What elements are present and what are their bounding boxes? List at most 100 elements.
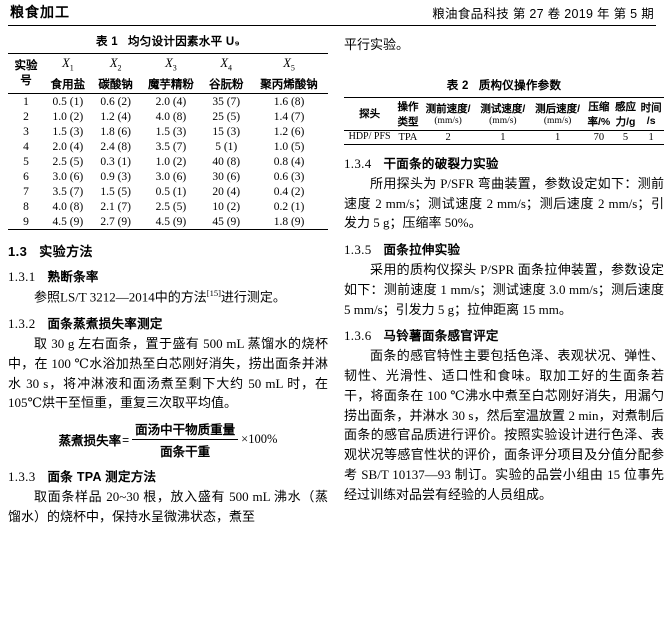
cell-x4: 35 (7): [212, 95, 241, 108]
cell-x4: 15 (3): [212, 125, 241, 138]
heading-1-3-1-number: 1.3.1: [8, 269, 36, 284]
cell-x5: 0.6 (3): [273, 170, 305, 183]
cell-x4: 40 (8): [212, 155, 241, 168]
table1-col-x1-name: 食用盐: [50, 78, 86, 91]
table1-caption: 表 1 均匀设计因素水平 U₉: [8, 33, 328, 49]
cell-x3: 1.0 (2): [155, 155, 187, 168]
table1-header-row-symbols: 实验 号 X1 X2 X3 X4 X5: [8, 53, 328, 87]
table1-col-x2-symbol: X2: [109, 56, 122, 73]
table1-col-x5-symbol: X5: [283, 56, 295, 73]
table-texture-analyzer-parameters: 探头 操作 类型 测前速度/ (mm/s) 测试速度/ (mm/s): [344, 97, 664, 145]
cell-x5: 0.2 (1): [273, 200, 305, 213]
cell-compression-rate: 70: [593, 131, 605, 143]
table2-header-row: 探头 操作 类型 测前速度/ (mm/s) 测试速度/ (mm/s): [344, 97, 664, 130]
table2-caption-number: 表 2: [446, 79, 469, 92]
paragraph-1-3-3: 取面条样品 20~30 根，放入盛有 500 mL 沸水（蒸馏水）的烧杯中，保持…: [8, 489, 328, 524]
paragraph-1-3-1: 参照LS/T 3212—2014中的方法[15]进行测定。: [8, 287, 328, 307]
heading-1-3-title: 实验方法: [39, 244, 93, 259]
running-head-left: 粮食加工: [10, 4, 70, 20]
heading-1-3-6-title: 马铃薯面条感官评定: [383, 329, 499, 344]
cell-expno: 5: [23, 155, 29, 168]
heading-1-3-1: 1.3.1 熟断条率: [8, 266, 328, 285]
table-row: HDP/ PFS TPA 2 1 1 70 5 1: [344, 130, 664, 145]
cell-x5: 1.8 (9): [273, 215, 305, 228]
cell-x4: 5 (1): [215, 140, 238, 153]
cell-x4: 10 (2): [212, 200, 241, 213]
cell-x3: 3.5 (7): [155, 140, 187, 153]
formula-rhs: ×100%: [241, 432, 278, 447]
table-row: 1 0.5 (1) 0.6 (2) 2.0 (4) 35 (7) 1.6 (8): [8, 94, 328, 110]
table-row: 5 2.5 (5) 0.3 (1) 1.0 (2) 40 (8) 0.8 (4): [8, 154, 328, 169]
cell-expno: 4: [23, 140, 29, 153]
cell-x2: 2.1 (7): [100, 200, 131, 213]
paragraph-1-3-2: 取 30 g 左右面条，置于盛有 500 mL 蒸馏水的烧杯中，在 100 ℃水…: [8, 336, 328, 411]
heading-1-3-2: 1.3.2 面条蒸煮损失率测定: [8, 313, 328, 332]
cell-x2: 0.3 (1): [100, 155, 131, 168]
running-head-right: 粮油食品科技 第 27 卷 2019 年 第 5 期: [432, 7, 654, 21]
table1-col-x3-name: 魔芋精粉: [147, 78, 194, 91]
cell-x3: 2.0 (4): [155, 95, 187, 108]
table1-caption-title: 均匀设计因素水平 U₉: [128, 36, 240, 48]
cell-expno: 1: [23, 95, 29, 108]
cell-x2: 0.6 (2): [100, 95, 131, 108]
running-head: 粮食加工 粮油食品科技 第 27 卷 2019 年 第 5 期: [8, 0, 656, 26]
paragraph-1-3-5: 采用的质构仪探头 P/SPR 面条拉伸装置，参数设定如下：测前速度 1 mm/s…: [344, 262, 664, 317]
cell-x4: 45 (9): [212, 215, 241, 228]
cell-pretest-speed: 2: [445, 131, 451, 143]
table2-col-test-speed: 测试速度/ (mm/s): [480, 103, 526, 127]
cell-expno: 8: [23, 200, 29, 213]
table2-col-posttest-speed: 测后速度/ (mm/s): [535, 103, 581, 127]
formula-denominator: 面条干重: [160, 445, 211, 460]
table1-col-x4-symbol: X4: [220, 56, 233, 73]
table1-col-expno: 实验 号: [14, 60, 38, 87]
table1-header-row-names: 食用盐 碳酸钠 魔芋精粉 谷朊粉 聚丙烯酸钠: [8, 74, 328, 94]
cell-expno: 3: [23, 125, 29, 138]
heading-1-3-1-title: 熟断条率: [47, 270, 99, 284]
table2-head: 探头 操作 类型 测前速度/ (mm/s) 测试速度/ (mm/s): [344, 97, 664, 131]
heading-1-3-3-title: 面条 TPA 测定方法: [47, 470, 157, 485]
cell-x1: 3.5 (7): [52, 185, 84, 198]
cell-x1: 0.5 (1): [52, 95, 84, 108]
heading-1-3-2-title: 面条蒸煮损失率测定: [47, 317, 163, 332]
cell-x4: 30 (6): [212, 170, 241, 183]
cell-expno: 6: [23, 170, 29, 183]
heading-1-3-2-number: 1.3.2: [8, 316, 36, 332]
heading-1-3-4: 1.3.4 干面条的破裂力实验: [344, 153, 664, 172]
cell-x2: 0.9 (3): [100, 170, 131, 183]
table2-col-operation-type: 操作 类型: [397, 100, 419, 128]
cell-x3: 4.0 (8): [155, 110, 187, 123]
cell-x5: 0.8 (4): [273, 155, 305, 168]
cell-x3: 3.0 (6): [155, 170, 187, 183]
table1-col-x1-symbol: X1: [62, 56, 74, 73]
heading-1-3-3: 1.3.3 面条 TPA 测定方法: [8, 466, 328, 485]
paragraph-1-3-4: 所用探头为 P/SFR 弯曲装置，参数设定如下：测前速度 2 mm/s；测试速度…: [344, 175, 664, 231]
two-column-body: 表 1 均匀设计因素水平 U₉ 实验 号 X1 X2 X3 X4 X5: [8, 33, 664, 529]
heading-1-3-3-number: 1.3.3: [8, 469, 36, 485]
cell-x5: 1.4 (7): [273, 110, 305, 123]
cell-x2: 2.4 (8): [100, 140, 131, 153]
formula-fraction: 面汤中干物质重量 面条干重: [132, 419, 239, 460]
cell-x1: 4.5 (9): [52, 215, 84, 228]
table1-head: 实验 号 X1 X2 X3 X4 X5 食用盐 碳酸钠 魔芋精粉 谷朊粉: [8, 53, 328, 94]
para-1-3-1-text-a: 参照LS/T 3212—2014中的方法: [34, 289, 207, 305]
paragraph-1-3-6: 面条的感官特性主要包括色泽、表观状况、弹性、韧性、光滑性、适口性和食味。取加工好…: [344, 348, 664, 502]
table1-col-x4-name: 谷朊粉: [208, 78, 244, 91]
cell-expno: 2: [23, 110, 29, 123]
cell-probe: HDP/ PFS: [348, 131, 391, 142]
table2-col-probe: 探头: [359, 108, 381, 121]
cell-trigger-force: 5: [622, 131, 629, 143]
heading-1-3-4-number: 1.3.4: [344, 155, 372, 171]
cell-x3: 4.5 (9): [155, 215, 187, 228]
table2-col-trigger-force: 感应 力/g: [615, 100, 637, 128]
table-row: 4 2.0 (4) 2.4 (8) 3.5 (7) 5 (1) 1.0 (5): [8, 139, 328, 154]
formula-numerator: 面汤中干物质重量: [132, 419, 239, 441]
left-column: 表 1 均匀设计因素水平 U₉ 实验 号 X1 X2 X3 X4 X5: [8, 33, 328, 529]
para-1-3-1-text-b: 进行测定。: [220, 289, 286, 305]
formula-lhs: 蒸煮损失率: [58, 434, 122, 449]
cell-x2: 2.7 (9): [100, 215, 131, 228]
cell-x1: 1.5 (3): [52, 125, 84, 138]
paragraph-1-3-3-continued: 平行实验。: [344, 37, 410, 52]
heading-1-3-number: 1.3: [8, 244, 28, 259]
formula-equals: =: [122, 432, 130, 447]
cell-test-speed: 1: [500, 131, 506, 143]
